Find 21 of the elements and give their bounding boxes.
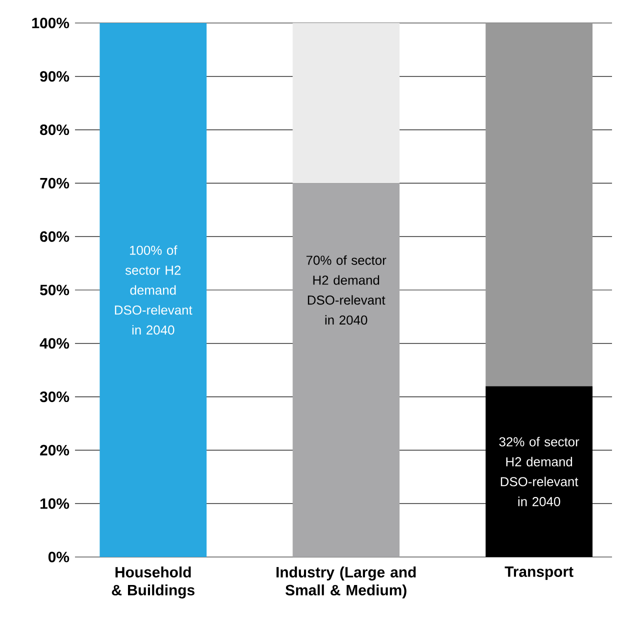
y-tick-label: 0% [48,552,70,562]
y-tick-label: 40% [40,338,70,349]
bar [292,22,400,184]
y-tick-label: 30% [40,391,70,402]
y-tick-label: 20% [40,444,70,456]
bar [100,22,207,557]
annotation: 32% of sector H2 demand DSO-relevant in 2040 [499,436,580,506]
y-tick-label: 60% [40,231,70,242]
x-tick-label: Transport [504,566,574,580]
x-tick-label: Industry (Large and Small & Medium) [276,566,416,598]
y-tick-label: 80% [40,124,70,136]
y-tick-label: 90% [40,71,70,82]
y-tick-label: 10% [40,498,70,509]
bar [486,22,593,386]
y-tick-label: 100% [32,18,70,28]
y-tick-label: 70% [40,178,70,188]
bar [292,183,400,557]
annotation: 100% of sector H2 demand DSO-relevant in 2040 [114,245,192,335]
annotation: 70% of sector H2 demand DSO-relevant in 2040 [306,255,386,325]
y-tick-label: 50% [40,284,70,296]
x-tick-label: Household & Buildings [112,566,194,598]
